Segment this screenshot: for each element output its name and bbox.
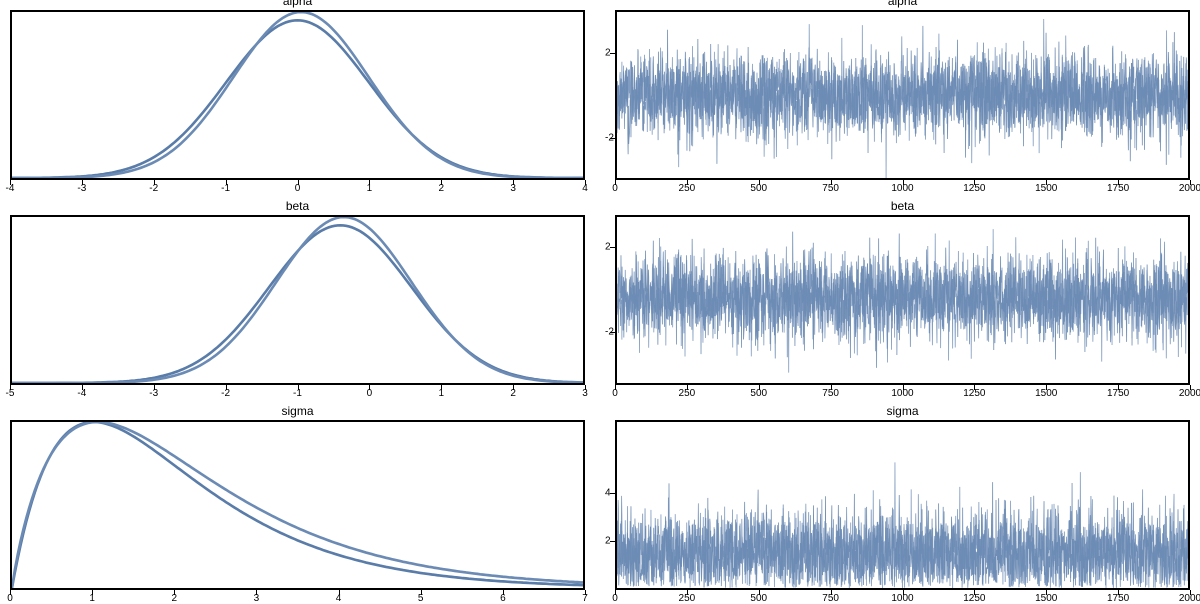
xtick-label: 2000 (1179, 593, 1200, 604)
xtick-label: 1500 (1035, 183, 1057, 194)
xtick-label: 250 (679, 593, 696, 604)
xtick-label: 3 (510, 183, 516, 194)
plot-area (10, 420, 585, 590)
xtick-label: 0 (612, 593, 618, 604)
plot-area (615, 10, 1190, 180)
panel-title: alpha (283, 0, 312, 8)
xtick-label: 500 (750, 183, 767, 194)
xtick-label: 5 (418, 593, 424, 604)
xtick-label: 2 (172, 593, 178, 604)
panel-beta_density: beta-5-4-3-2-10123 (10, 215, 585, 385)
xtick-label: -2 (149, 183, 158, 194)
xtick-label: 750 (822, 388, 839, 399)
xtick-label: 1500 (1035, 388, 1057, 399)
xtick-label: 1 (438, 388, 444, 399)
xtick-label: 3 (254, 593, 260, 604)
xtick-label: 2000 (1179, 388, 1200, 399)
xtick-label: 4 (582, 183, 588, 194)
xtick-label: 1250 (963, 388, 985, 399)
panel-sigma_trace: sigma02505007501000125015001750200024 (615, 420, 1190, 590)
xtick-label: 0 (7, 593, 13, 604)
plot-area (10, 10, 585, 180)
xtick-label: 0 (612, 388, 618, 399)
panel-alpha_density: alpha-4-3-2-101234 (10, 10, 585, 180)
plot-svg (12, 12, 583, 178)
panel-title: sigma (281, 404, 313, 418)
xtick-label: 1 (367, 183, 373, 194)
xtick-label: -4 (77, 388, 86, 399)
panel-sigma_density: sigma01234567 (10, 420, 585, 590)
plot-svg (12, 422, 583, 588)
xtick-label: 250 (679, 183, 696, 194)
xtick-label: 500 (750, 593, 767, 604)
xtick-label: 500 (750, 388, 767, 399)
xtick-label: 6 (500, 593, 506, 604)
xtick-label: 750 (822, 183, 839, 194)
xtick-label: -4 (6, 183, 15, 194)
xtick-label: 2 (510, 388, 516, 399)
xtick-label: -2 (221, 388, 230, 399)
panel-beta_trace: beta025050075010001250150017502000-22 (615, 215, 1190, 385)
xtick-label: 1500 (1035, 593, 1057, 604)
xtick-label: 0 (367, 388, 373, 399)
ytick-label: -2 (605, 132, 614, 143)
xtick-label: -3 (149, 388, 158, 399)
xtick-label: 1000 (891, 593, 913, 604)
xtick-label: 2000 (1179, 183, 1200, 194)
ytick-label: 2 (605, 47, 611, 58)
xtick-label: 1250 (963, 183, 985, 194)
xtick-label: 1750 (1107, 593, 1129, 604)
xtick-label: 7 (582, 593, 588, 604)
xtick-label: -1 (221, 183, 230, 194)
xtick-label: 750 (822, 593, 839, 604)
xtick-label: 1750 (1107, 388, 1129, 399)
chart-grid: alpha-4-3-2-101234alpha02505007501000125… (10, 10, 1190, 590)
xtick-label: 2 (438, 183, 444, 194)
panel-title: beta (286, 199, 309, 213)
ytick-label: 2 (605, 536, 611, 547)
plot-area (615, 420, 1190, 590)
xtick-label: 250 (679, 388, 696, 399)
plot-area (615, 215, 1190, 385)
panel-alpha_trace: alpha025050075010001250150017502000-22 (615, 10, 1190, 180)
xtick-label: 1250 (963, 593, 985, 604)
plot-svg (12, 217, 583, 383)
plot-svg (617, 422, 1188, 588)
ytick-label: 4 (605, 487, 611, 498)
plot-area (10, 215, 585, 385)
xtick-label: 1000 (891, 388, 913, 399)
xtick-label: 1750 (1107, 183, 1129, 194)
xtick-label: 1 (89, 593, 95, 604)
ytick-label: 2 (605, 241, 611, 252)
panel-title: beta (891, 199, 914, 213)
xtick-label: 3 (582, 388, 588, 399)
xtick-label: -3 (77, 183, 86, 194)
xtick-label: 4 (336, 593, 342, 604)
xtick-label: 0 (295, 183, 301, 194)
xtick-label: 0 (612, 183, 618, 194)
xtick-label: -5 (6, 388, 15, 399)
xtick-label: 1000 (891, 183, 913, 194)
xtick-label: -1 (293, 388, 302, 399)
plot-svg (617, 12, 1188, 178)
panel-title: sigma (886, 404, 918, 418)
plot-svg (617, 217, 1188, 383)
ytick-label: -2 (605, 326, 614, 337)
panel-title: alpha (888, 0, 917, 8)
